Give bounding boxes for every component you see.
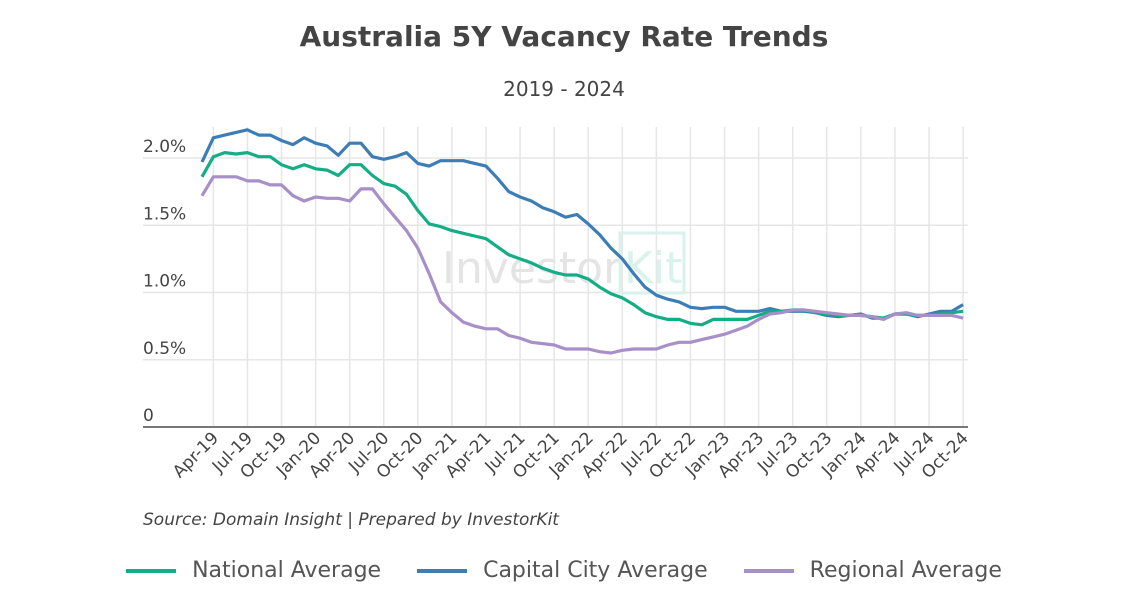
series-line-regional-average xyxy=(200,175,964,355)
y-tick-label: 0 xyxy=(143,406,154,426)
chart-title: Australia 5Y Vacancy Rate Trends xyxy=(299,20,829,53)
chart-subtitle: 2019 - 2024 xyxy=(503,77,625,101)
legend-label: National Average xyxy=(192,558,382,583)
legend-item-capital[interactable]: Capital City Average xyxy=(417,558,708,583)
legend-swatch xyxy=(417,568,468,573)
legend: National Average Capital City Average Re… xyxy=(0,558,1128,583)
legend-item-regional[interactable]: Regional Average xyxy=(743,558,1002,583)
legend-swatch xyxy=(126,568,177,573)
y-tick-label: 2.0% xyxy=(143,137,186,157)
y-tick-label: 0.5% xyxy=(143,339,186,359)
source-note: Source: Domain Insight | Prepared by Inv… xyxy=(143,510,559,530)
y-tick-label: 1.0% xyxy=(143,272,186,292)
legend-label: Capital City Average xyxy=(483,558,708,583)
legend-swatch xyxy=(743,568,794,573)
watermark-logo: Kit xyxy=(624,243,682,294)
watermark-logo: Investor xyxy=(442,243,622,294)
legend-item-national[interactable]: National Average xyxy=(126,558,381,583)
legend-label: Regional Average xyxy=(809,558,1002,583)
y-tick-label: 1.5% xyxy=(143,204,186,224)
